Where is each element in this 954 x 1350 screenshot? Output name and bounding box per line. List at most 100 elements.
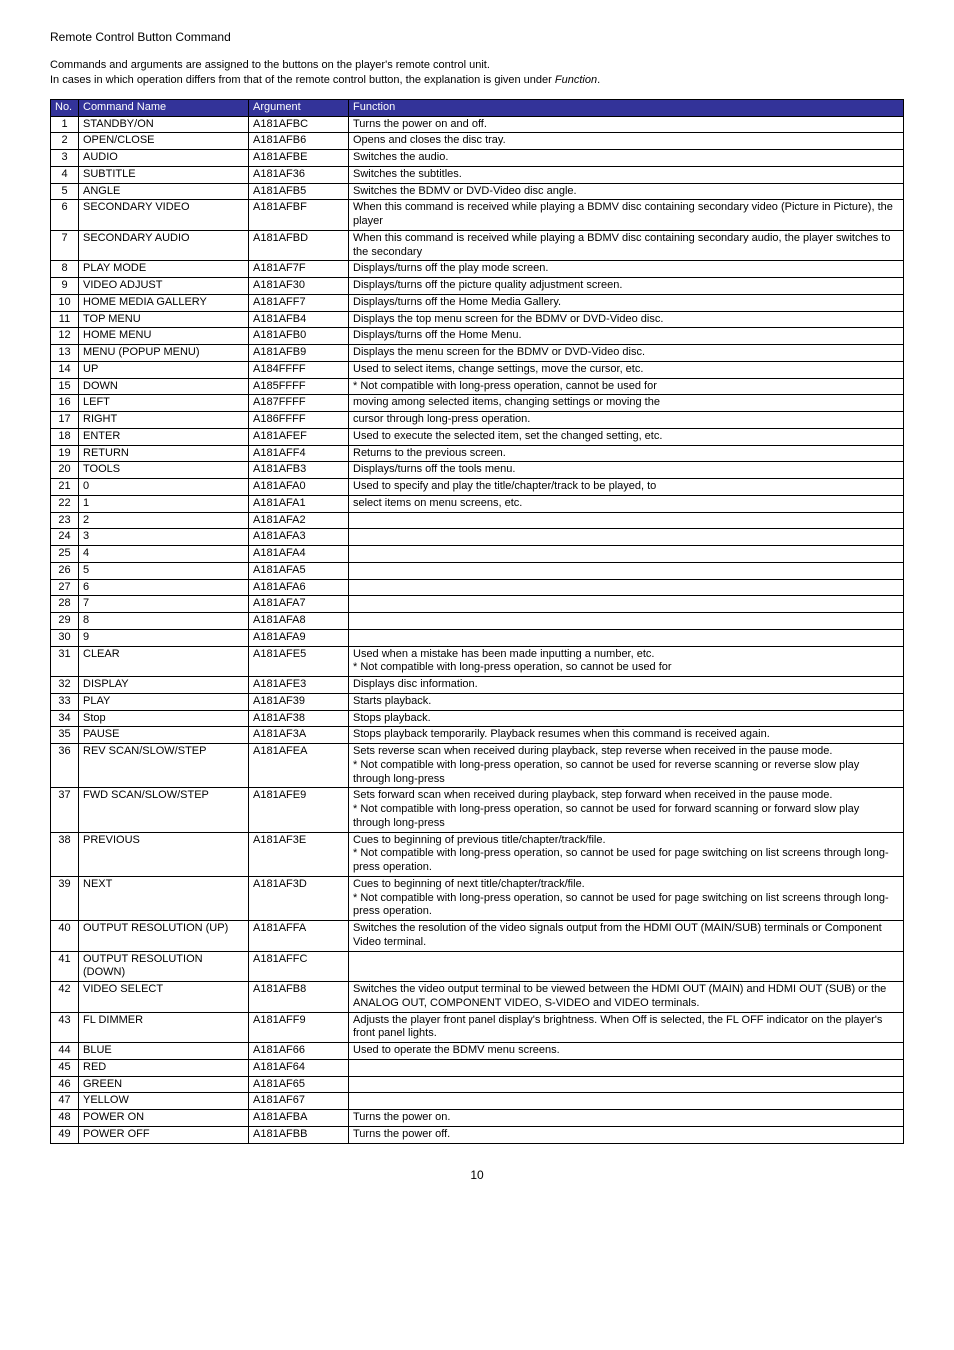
cell-func: Stops playback temporarily. Playback res… bbox=[349, 727, 904, 744]
table-row: 37FWD SCAN/SLOW/STEPA181AFE9Sets forward… bbox=[51, 788, 904, 832]
header-arg: Argument bbox=[249, 99, 349, 116]
table-row: 45REDA181AF64 bbox=[51, 1059, 904, 1076]
cell-no: 28 bbox=[51, 596, 79, 613]
table-row: 309A181AFA9 bbox=[51, 629, 904, 646]
cell-no: 19 bbox=[51, 445, 79, 462]
cell-cmd: PLAY bbox=[79, 693, 249, 710]
table-row: 15DOWNA185FFFF* Not compatible with long… bbox=[51, 378, 904, 395]
cell-no: 26 bbox=[51, 562, 79, 579]
table-row: 243A181AFA3 bbox=[51, 529, 904, 546]
cell-no: 2 bbox=[51, 133, 79, 150]
cell-func: Sets reverse scan when received during p… bbox=[349, 744, 904, 788]
cell-func: Displays/turns off the play mode screen. bbox=[349, 261, 904, 278]
cell-arg: A181AFFA bbox=[249, 921, 349, 952]
cell-cmd: POWER ON bbox=[79, 1110, 249, 1127]
cell-no: 40 bbox=[51, 921, 79, 952]
cell-func: Displays/turns off the Home Menu. bbox=[349, 328, 904, 345]
cell-func bbox=[349, 512, 904, 529]
table-row: 49POWER OFFA181AFBBTurns the power off. bbox=[51, 1126, 904, 1143]
table-row: 35PAUSEA181AF3AStops playback temporaril… bbox=[51, 727, 904, 744]
table-row: 44BLUEA181AF66Used to operate the BDMV m… bbox=[51, 1043, 904, 1060]
cell-no: 45 bbox=[51, 1059, 79, 1076]
cell-cmd: 0 bbox=[79, 479, 249, 496]
cell-arg: A181AFA3 bbox=[249, 529, 349, 546]
cell-cmd: 6 bbox=[79, 579, 249, 596]
cell-cmd: HOME MEDIA GALLERY bbox=[79, 294, 249, 311]
cell-cmd: NEXT bbox=[79, 876, 249, 920]
cell-no: 3 bbox=[51, 150, 79, 167]
cell-arg: A181AFA0 bbox=[249, 479, 349, 496]
cell-no: 21 bbox=[51, 479, 79, 496]
cell-func: Used when a mistake has been made inputt… bbox=[349, 646, 904, 677]
cell-func: Displays the top menu screen for the BDM… bbox=[349, 311, 904, 328]
cell-cmd: FWD SCAN/SLOW/STEP bbox=[79, 788, 249, 832]
table-row: 47YELLOWA181AF67 bbox=[51, 1093, 904, 1110]
cell-arg: A181AF64 bbox=[249, 1059, 349, 1076]
table-row: 36REV SCAN/SLOW/STEPA181AFEASets reverse… bbox=[51, 744, 904, 788]
cell-func: Displays disc information. bbox=[349, 677, 904, 694]
cell-cmd: VIDEO ADJUST bbox=[79, 278, 249, 295]
cell-arg: A181AFFC bbox=[249, 951, 349, 982]
description: Commands and arguments are assigned to t… bbox=[50, 58, 904, 89]
cell-arg: A181AFBF bbox=[249, 200, 349, 231]
table-row: 13MENU (POPUP MENU)A181AFB9Displays the … bbox=[51, 345, 904, 362]
cell-arg: A181AFA9 bbox=[249, 629, 349, 646]
table-header-row: No. Command Name Argument Function bbox=[51, 99, 904, 116]
cell-arg: A181AF7F bbox=[249, 261, 349, 278]
cell-arg: A181AF65 bbox=[249, 1076, 349, 1093]
table-row: 11TOP MENUA181AFB4Displays the top menu … bbox=[51, 311, 904, 328]
cell-no: 20 bbox=[51, 462, 79, 479]
cell-cmd: POWER OFF bbox=[79, 1126, 249, 1143]
cell-cmd: REV SCAN/SLOW/STEP bbox=[79, 744, 249, 788]
cell-no: 46 bbox=[51, 1076, 79, 1093]
cell-no: 6 bbox=[51, 200, 79, 231]
cell-no: 34 bbox=[51, 710, 79, 727]
cell-func: Switches the subtitles. bbox=[349, 166, 904, 183]
cell-cmd: 5 bbox=[79, 562, 249, 579]
cell-func: Returns to the previous screen. bbox=[349, 445, 904, 462]
cell-func bbox=[349, 546, 904, 563]
cell-func: Turns the power on. bbox=[349, 1110, 904, 1127]
cell-cmd: OUTPUT RESOLUTION (DOWN) bbox=[79, 951, 249, 982]
table-row: 10HOME MEDIA GALLERYA181AFF7Displays/tur… bbox=[51, 294, 904, 311]
cell-arg: A181AF66 bbox=[249, 1043, 349, 1060]
cell-no: 41 bbox=[51, 951, 79, 982]
cell-func bbox=[349, 951, 904, 982]
cell-no: 8 bbox=[51, 261, 79, 278]
table-row: 4SUBTITLEA181AF36Switches the subtitles. bbox=[51, 166, 904, 183]
cell-no: 11 bbox=[51, 311, 79, 328]
cell-no: 13 bbox=[51, 345, 79, 362]
cell-no: 14 bbox=[51, 361, 79, 378]
cell-cmd: RIGHT bbox=[79, 412, 249, 429]
cell-no: 15 bbox=[51, 378, 79, 395]
cell-func: Starts playback. bbox=[349, 693, 904, 710]
table-row: 14UPA184FFFFUsed to select items, change… bbox=[51, 361, 904, 378]
cell-func: Used to select items, change settings, m… bbox=[349, 361, 904, 378]
cell-arg: A181AFB9 bbox=[249, 345, 349, 362]
table-row: 40OUTPUT RESOLUTION (UP)A181AFFASwitches… bbox=[51, 921, 904, 952]
table-row: 1STANDBY/ONA181AFBCTurns the power on an… bbox=[51, 116, 904, 133]
cell-cmd: OPEN/CLOSE bbox=[79, 133, 249, 150]
cell-arg: A181AFA4 bbox=[249, 546, 349, 563]
table-row: 42VIDEO SELECTA181AFB8Switches the video… bbox=[51, 982, 904, 1013]
cell-cmd: 4 bbox=[79, 546, 249, 563]
cell-func: Turns the power off. bbox=[349, 1126, 904, 1143]
cell-no: 37 bbox=[51, 788, 79, 832]
cell-arg: A181AFBA bbox=[249, 1110, 349, 1127]
cell-func: Sets forward scan when received during p… bbox=[349, 788, 904, 832]
cell-cmd: TOOLS bbox=[79, 462, 249, 479]
table-row: 31CLEARA181AFE5Used when a mistake has b… bbox=[51, 646, 904, 677]
cell-arg: A181AFEA bbox=[249, 744, 349, 788]
cell-no: 33 bbox=[51, 693, 79, 710]
cell-cmd: AUDIO bbox=[79, 150, 249, 167]
cell-no: 30 bbox=[51, 629, 79, 646]
cell-cmd: SECONDARY AUDIO bbox=[79, 230, 249, 261]
cell-no: 23 bbox=[51, 512, 79, 529]
table-row: 17RIGHTA186FFFFcursor through long-press… bbox=[51, 412, 904, 429]
cell-cmd: Stop bbox=[79, 710, 249, 727]
cell-cmd: MENU (POPUP MENU) bbox=[79, 345, 249, 362]
cell-func: Used to execute the selected item, set t… bbox=[349, 428, 904, 445]
cell-arg: A181AFA5 bbox=[249, 562, 349, 579]
cell-no: 16 bbox=[51, 395, 79, 412]
cell-cmd: 2 bbox=[79, 512, 249, 529]
